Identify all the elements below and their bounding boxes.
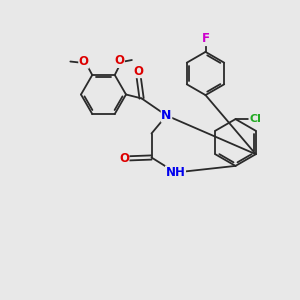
Text: NH: NH	[166, 166, 185, 179]
Text: O: O	[114, 54, 124, 68]
Text: O: O	[79, 55, 89, 68]
Text: O: O	[119, 152, 129, 165]
Text: O: O	[134, 64, 144, 78]
Text: Cl: Cl	[249, 114, 261, 124]
Text: F: F	[202, 32, 209, 46]
Text: N: N	[161, 109, 172, 122]
